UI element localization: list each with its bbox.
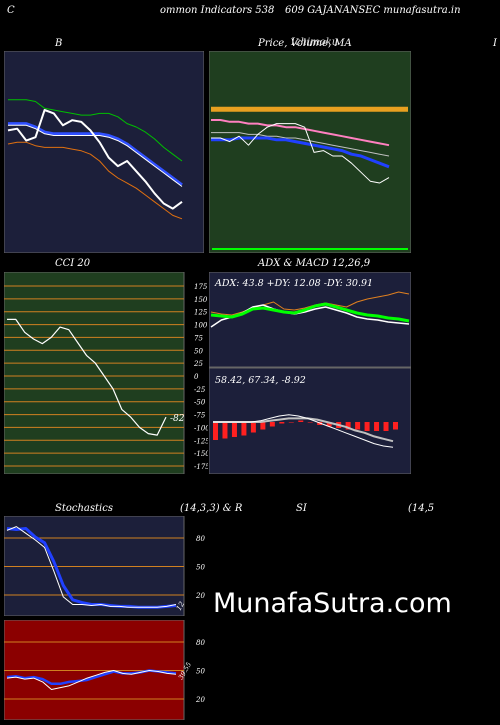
ichimoku-overlay-label: Ichimoku — [291, 37, 339, 48]
stoch-tick-label: 50 — [196, 564, 205, 572]
macd-histogram-bar — [383, 422, 389, 431]
cci-tick-label: 25 — [193, 360, 203, 368]
bb-label: B — [55, 38, 63, 49]
stoch-k-line — [6, 526, 177, 608]
cci-tick-label: -150 — [194, 450, 208, 458]
macd-histogram-bar — [288, 422, 294, 423]
bb-lower-line — [7, 141, 183, 220]
cci-line — [7, 318, 167, 436]
stoch-tick-label: 20 — [195, 592, 205, 600]
bollinger-bg — [4, 51, 204, 253]
price-ma-bg — [209, 51, 411, 253]
cci-chart: 175 150 125 100 75 50 25 0 -25 -50 -75 -100 -125 -150… — [4, 272, 208, 474]
cci-tick-label: -75 — [194, 412, 206, 420]
macd-histogram-bar — [241, 422, 247, 436]
macd-histogram-bar — [250, 422, 256, 433]
cci-last-label: -82 — [170, 414, 185, 424]
macd-histogram-bar — [222, 422, 228, 439]
cci-tick-label: 75 — [194, 334, 203, 342]
price-line — [211, 123, 390, 184]
adx-line — [210, 302, 410, 323]
macd-histogram-bar — [345, 422, 351, 430]
header-left: C — [7, 5, 15, 16]
cci-tick-label: 125 — [194, 309, 208, 317]
macd-values: 58.42, 67.34, -8.92 — [215, 375, 306, 386]
price-ma-label: Price, Volume, MA — [258, 38, 352, 49]
macd-histogram-bar — [326, 422, 332, 427]
macd-histogram-bar — [307, 422, 313, 423]
rsi-params-label: (14,5 — [408, 503, 435, 514]
macd-line — [213, 414, 394, 448]
cci-tick-label: 175 — [194, 283, 208, 291]
macd-histogram-bar — [317, 422, 323, 425]
rsi-white-line — [6, 670, 177, 690]
bb-price-line — [7, 109, 183, 210]
rsi-tick-label: 50 — [196, 668, 205, 676]
rsi-tick-label: 80 — [196, 639, 205, 647]
cci-tick-label: 50 — [194, 347, 203, 355]
price-ma-chart — [209, 51, 411, 253]
ma-grey-line — [211, 132, 390, 157]
adx-values: ADX: 43.8 +DY: 12.08 -DY: 30.91 — [214, 278, 373, 289]
bb-mid-line — [8, 122, 183, 187]
cci-label: CCI 20 — [55, 258, 91, 269]
macd-histogram-bar — [393, 422, 398, 430]
rsi-label: SI — [296, 503, 307, 514]
macd-histogram-bar — [269, 422, 275, 427]
cci-tick-label: -25 — [194, 386, 206, 394]
stoch-params-label: (14,3,3) & R — [180, 503, 243, 514]
macd-histogram-bar — [374, 422, 380, 431]
macd-histogram-bar — [231, 422, 237, 437]
ma-pink-line — [211, 119, 390, 147]
header-site: 609 GAJANANSEC munafasutra.in — [285, 5, 461, 16]
bollinger-chart — [4, 51, 204, 253]
cci-tick-label: -175 — [194, 463, 208, 471]
cci-tick-label: 150 — [194, 296, 208, 304]
cci-bg — [4, 272, 185, 474]
macd-histogram-bar — [298, 420, 304, 422]
watermark: MunafaSutra.com — [213, 588, 452, 619]
macd-histogram-bar — [213, 422, 218, 440]
rsi-tick-label: 20 — [195, 696, 205, 704]
right-edge-label: I — [493, 38, 497, 49]
adx-macd-label: ADX & MACD 12,26,9 — [258, 258, 371, 269]
cci-tick-label: 100 — [194, 322, 208, 330]
stoch-label: Stochastics — [55, 503, 113, 514]
adx-macd-chart: ADX: 43.8 +DY: 12.08 -DY: 30.91 58.42, 6… — [209, 272, 411, 474]
stoch-last-label: 12 — [175, 600, 187, 612]
cci-tick-label: -100 — [194, 424, 208, 432]
stochastics-chart: 80 50 20 12 — [4, 516, 205, 616]
macd-histogram-bar — [364, 422, 370, 431]
macd-histogram-bar — [279, 422, 285, 424]
cci-tick-label: -125 — [194, 437, 208, 445]
macd-histogram-bar — [355, 422, 361, 430]
cci-tick-label: -50 — [194, 399, 206, 407]
bb-upper-line — [8, 99, 183, 162]
macd-histogram-bar — [260, 422, 266, 430]
header-indicators: ommon Indicators 538 — [160, 5, 275, 16]
stoch-tick-label: 80 — [196, 535, 205, 543]
cci-tick-label: 0 — [194, 373, 199, 381]
